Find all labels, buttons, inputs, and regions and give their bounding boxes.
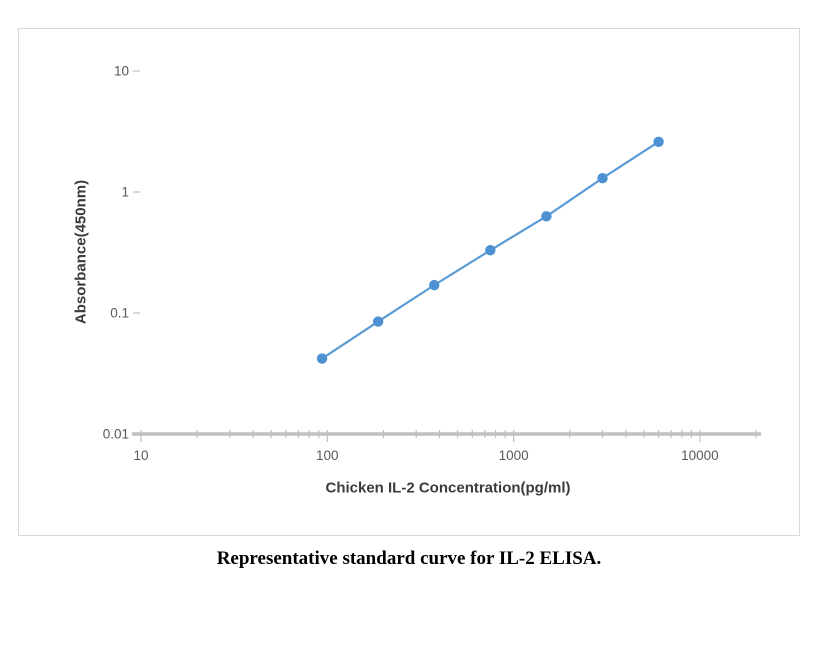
x-axis-tick-label: 100 bbox=[316, 448, 339, 463]
data-point-marker bbox=[597, 173, 608, 184]
data-point-marker bbox=[541, 211, 552, 222]
y-axis-tick-label: 0.1 bbox=[110, 306, 129, 321]
x-axis-tick-label: 10 bbox=[133, 448, 148, 463]
y-axis-title: Absorbance(450nm) bbox=[72, 179, 90, 325]
data-point-marker bbox=[485, 245, 496, 256]
data-point-marker bbox=[653, 136, 664, 147]
y-axis-tick-label: 1 bbox=[121, 185, 129, 200]
data-point-marker bbox=[429, 279, 440, 291]
x-axis-tick-label: 10000 bbox=[681, 448, 719, 463]
data-point-marker bbox=[372, 316, 384, 327]
x-axis-title: Chicken IL-2 Concentration(pg/ml) bbox=[325, 479, 571, 497]
figure-caption: Representative standard curve for IL-2 E… bbox=[216, 548, 602, 569]
data-point-marker bbox=[316, 353, 328, 364]
chart-container: 10 100 1000 10000 0.01 0.1 1 10 Absorbance(450n… bbox=[18, 28, 800, 536]
standard-curve-chart: 10 100 1000 10000 0.01 0.1 1 10 bbox=[103, 64, 761, 463]
y-axis-tick-label: 10 bbox=[114, 64, 129, 79]
x-axis-tick-label: 1000 bbox=[499, 448, 529, 463]
y-axis-tick-label: 0.01 bbox=[103, 427, 129, 442]
